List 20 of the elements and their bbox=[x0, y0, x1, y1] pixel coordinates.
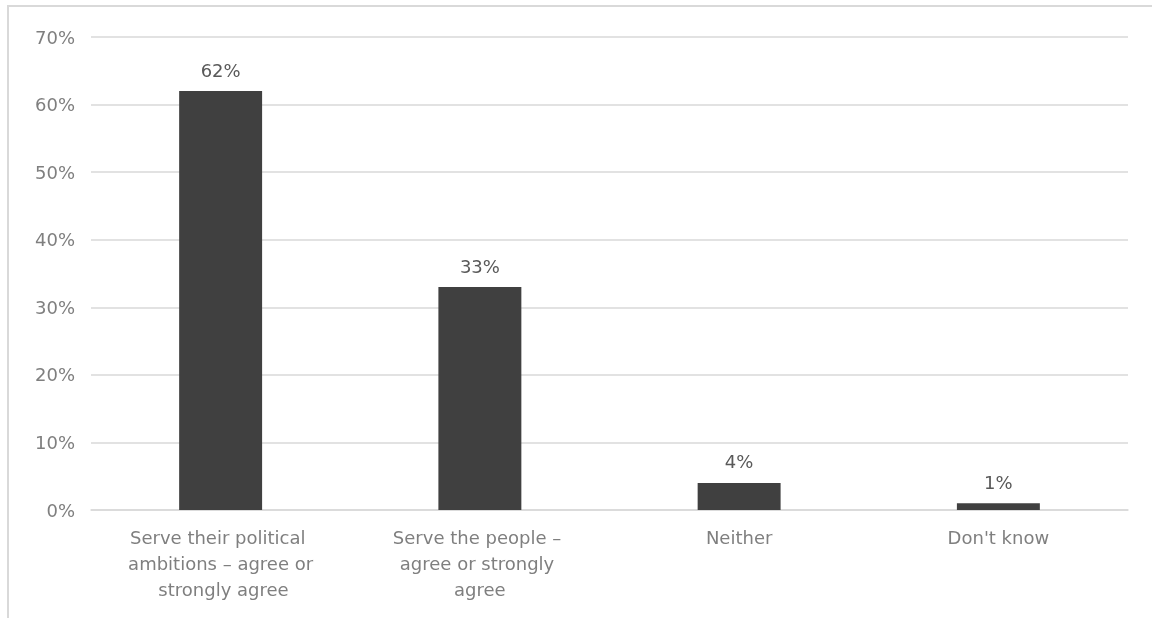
bar bbox=[697, 482, 781, 510]
y-tick-label: 10% bbox=[34, 431, 75, 453]
y-tick-label: 0% bbox=[46, 499, 75, 521]
data-label: 62% bbox=[200, 59, 241, 81]
bar bbox=[956, 503, 1040, 510]
bar bbox=[438, 287, 522, 510]
data-label: 33% bbox=[459, 255, 500, 277]
data-label: 4% bbox=[724, 451, 754, 473]
data-label: 1% bbox=[984, 471, 1013, 493]
y-tick-label: 20% bbox=[34, 364, 75, 386]
x-tick-label: Serve the people – agree or strongly agree bbox=[392, 526, 567, 600]
x-tick-label: Don't know bbox=[947, 526, 1050, 548]
bar bbox=[179, 91, 263, 510]
x-tick-label: Serve their political ambitions – agree or strongly agree bbox=[128, 526, 314, 600]
y-tick-label: 60% bbox=[34, 94, 75, 116]
y-tick-label: 30% bbox=[34, 296, 75, 318]
y-tick-label: 50% bbox=[34, 161, 75, 183]
y-tick-label: 70% bbox=[34, 26, 75, 48]
y-tick-label: 40% bbox=[34, 229, 75, 251]
x-tick-label: Neither bbox=[705, 526, 773, 548]
